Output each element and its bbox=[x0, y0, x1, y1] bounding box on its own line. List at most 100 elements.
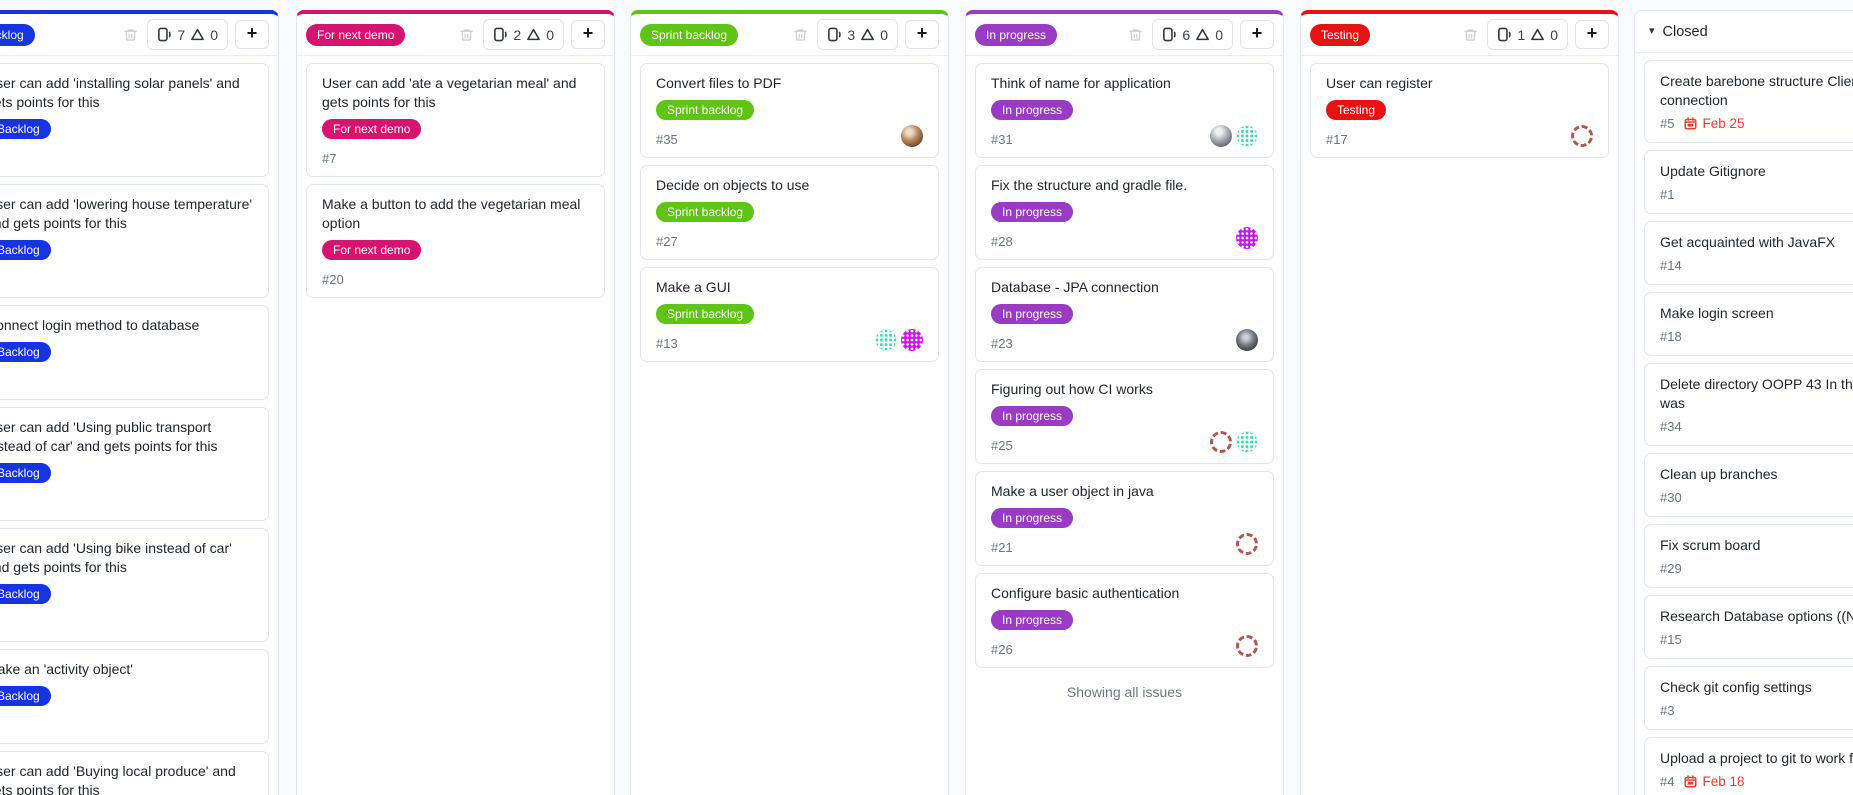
alerts-count: 0 bbox=[546, 26, 554, 43]
card-label-pill: In progress bbox=[991, 304, 1074, 324]
calendar-icon bbox=[1684, 117, 1697, 130]
card-title: Research Database options ((No)SQL?) bbox=[1660, 608, 1853, 624]
issue-card[interactable]: Make a GUI Sprint backlog #13 bbox=[640, 267, 939, 362]
card-title: Think of name for application bbox=[991, 75, 1171, 91]
card-label-row: In progress bbox=[991, 304, 1258, 324]
column-title: Closed bbox=[1662, 23, 1708, 40]
issue-card[interactable]: User can add 'lowering house temperature… bbox=[0, 184, 269, 298]
avatar-identicon-redring bbox=[1571, 125, 1593, 147]
cards-count-icon bbox=[494, 27, 508, 42]
column-header: ▾ Closed bbox=[1635, 11, 1853, 53]
avatars bbox=[1206, 431, 1258, 453]
issue-card[interactable]: Database - JPA connection In progress #2… bbox=[975, 267, 1274, 362]
issue-card[interactable]: Get acquainted with JavaFX #14 bbox=[1644, 221, 1853, 285]
collapse-column-button[interactable]: ▾ Closed bbox=[1644, 24, 1713, 40]
column-counters[interactable]: 7 0 bbox=[147, 19, 228, 50]
card-number: #13 bbox=[656, 336, 678, 351]
issue-card[interactable]: Fix the structure and gradle file. In pr… bbox=[975, 165, 1274, 260]
card-title: User can add 'lowering house temperature… bbox=[0, 196, 253, 231]
card-bottom-row: #20 bbox=[322, 265, 589, 287]
avatars bbox=[1232, 227, 1258, 249]
card-meta-row: #34 bbox=[1660, 419, 1853, 434]
column-counters[interactable]: 2 0 bbox=[483, 19, 564, 50]
delete-column-button[interactable] bbox=[121, 25, 140, 45]
issue-card[interactable]: Upload a project to git to work from #4 … bbox=[1644, 737, 1853, 795]
card-number: #1 bbox=[1660, 187, 1675, 202]
delete-column-button[interactable] bbox=[1126, 25, 1145, 45]
card-label-pill: Sprint backlog bbox=[656, 202, 755, 222]
card-meta-row: #18 bbox=[1660, 329, 1853, 344]
board-column: In progress 6 0 + Think of name for appl… bbox=[965, 10, 1284, 795]
issue-card[interactable]: User can add 'ate a vegetarian meal' and… bbox=[306, 63, 605, 177]
add-card-button[interactable]: + bbox=[1575, 20, 1609, 49]
add-card-button[interactable]: + bbox=[571, 20, 605, 49]
issue-card[interactable]: Check git config settings #3 bbox=[1644, 666, 1853, 730]
issue-card[interactable]: Clean up branches #30 bbox=[1644, 453, 1853, 517]
issue-card[interactable]: Convert files to PDF Sprint backlog #35 bbox=[640, 63, 939, 158]
issue-card[interactable]: User can add 'installing solar panels' a… bbox=[0, 63, 269, 177]
card-label-pill: Backlog bbox=[0, 584, 51, 604]
card-bottom-row bbox=[0, 144, 253, 166]
issue-card[interactable]: Create barebone structure Client-Server … bbox=[1644, 60, 1853, 143]
issue-card[interactable]: Configure basic authentication In progre… bbox=[975, 573, 1274, 668]
issue-card[interactable]: User can register Testing #17 bbox=[1310, 63, 1609, 158]
card-bottom-row: #7 bbox=[322, 144, 589, 166]
card-title: User can add 'installing solar panels' a… bbox=[0, 75, 240, 110]
card-bottom-row bbox=[0, 488, 253, 510]
issue-card[interactable]: Make a user object in java In progress #… bbox=[975, 471, 1274, 566]
issue-card[interactable]: User can add 'Using bike instead of car'… bbox=[0, 528, 269, 642]
board-column: For next demo 2 0 + User can add 'ate a … bbox=[296, 10, 615, 795]
card-label-row: Backlog bbox=[0, 463, 253, 483]
card-title: User can register bbox=[1326, 75, 1433, 91]
card-title: Decide on objects to use bbox=[656, 177, 810, 193]
delete-column-button[interactable] bbox=[457, 25, 476, 45]
card-bottom-row: #28 bbox=[991, 227, 1258, 249]
add-card-button[interactable]: + bbox=[1240, 20, 1274, 49]
card-number: #25 bbox=[991, 438, 1013, 453]
card-label-row: In progress bbox=[991, 100, 1258, 120]
card-title: Figuring out how CI works bbox=[991, 381, 1153, 397]
cards-count-icon bbox=[828, 27, 842, 42]
card-label-pill: Backlog bbox=[0, 240, 51, 260]
avatar-photo-dark bbox=[1236, 329, 1258, 351]
card-label-pill: For next demo bbox=[322, 119, 422, 139]
issue-card[interactable]: User can add 'Using public transport ins… bbox=[0, 407, 269, 521]
issue-card[interactable]: Figuring out how CI works In progress #2… bbox=[975, 369, 1274, 464]
column-label-pill: Backlog bbox=[0, 23, 35, 46]
milestone-count-icon bbox=[1531, 28, 1545, 41]
issue-card[interactable]: Fix scrum board #29 bbox=[1644, 524, 1853, 588]
column-header: For next demo 2 0 + bbox=[297, 14, 614, 56]
card-title: Make a GUI bbox=[656, 279, 731, 295]
column-counters[interactable]: 3 0 bbox=[817, 19, 898, 50]
trash-icon bbox=[1464, 28, 1478, 41]
issue-card[interactable]: Delete directory OOPP 43 In the beginnin… bbox=[1644, 363, 1853, 446]
issue-card[interactable]: User can add 'Buying local produce' and … bbox=[0, 751, 269, 795]
avatar-photo-tan bbox=[901, 125, 923, 147]
issue-card[interactable]: Make login screen #18 bbox=[1644, 292, 1853, 356]
card-label-row: For next demo bbox=[322, 119, 589, 139]
cards-list: Think of name for application In progres… bbox=[966, 56, 1283, 668]
cards-list: User can add 'ate a vegetarian meal' and… bbox=[297, 56, 614, 298]
card-number: #5 bbox=[1660, 116, 1675, 131]
column-counters[interactable]: 1 0 bbox=[1487, 19, 1568, 50]
issue-card[interactable]: Research Database options ((No)SQL?) #15 bbox=[1644, 595, 1853, 659]
column-counters[interactable]: 6 0 bbox=[1152, 19, 1233, 50]
card-label-pill: Sprint backlog bbox=[656, 100, 755, 120]
card-bottom-row bbox=[0, 711, 253, 733]
issues-count: 7 bbox=[177, 26, 186, 43]
add-card-button[interactable]: + bbox=[905, 20, 939, 49]
card-label-row: Backlog bbox=[0, 240, 253, 260]
card-number: #34 bbox=[1660, 419, 1682, 434]
issue-card[interactable]: Make a button to add the vegetarian meal… bbox=[306, 184, 605, 298]
card-bottom-row bbox=[0, 609, 253, 631]
issue-card[interactable]: Update Gitignore #1 bbox=[1644, 150, 1853, 214]
delete-column-button[interactable] bbox=[1461, 25, 1480, 45]
issue-card[interactable]: Think of name for application In progres… bbox=[975, 63, 1274, 158]
issue-card[interactable]: Decide on objects to use Sprint backlog … bbox=[640, 165, 939, 260]
issue-card[interactable]: Connect login method to database Backlog bbox=[0, 305, 269, 400]
card-number: #17 bbox=[1326, 132, 1348, 147]
add-card-button[interactable]: + bbox=[235, 20, 269, 49]
delete-column-button[interactable] bbox=[791, 25, 810, 45]
card-number: #14 bbox=[1660, 258, 1682, 273]
issue-card[interactable]: Make an 'activity object' Backlog bbox=[0, 649, 269, 744]
